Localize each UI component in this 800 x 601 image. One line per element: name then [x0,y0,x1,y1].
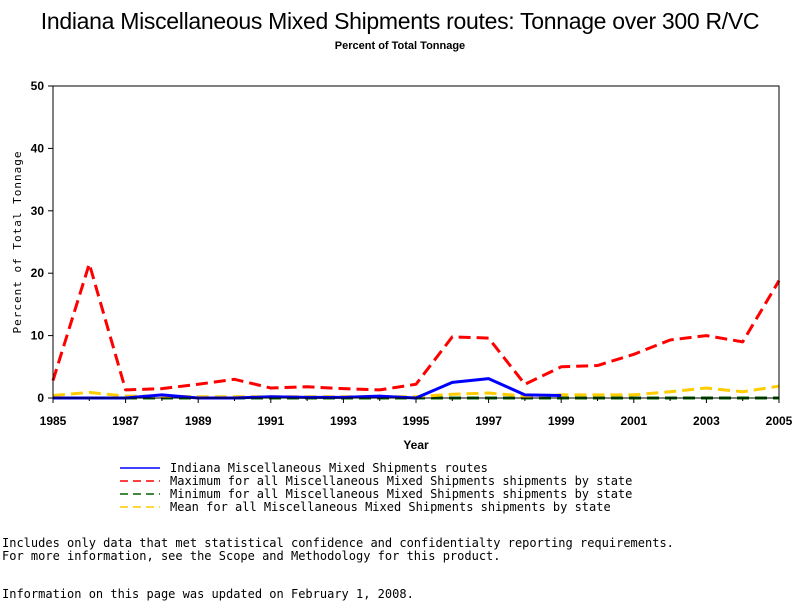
legend: Indiana Miscellaneous Mixed Shipments ro… [120,461,632,514]
footnote-methodology: For more information, see the Scope and … [2,549,501,563]
x-tick-label: 2005 [766,414,793,428]
line-chart: 1985 1987 1989 1991 1993 1995 1997 1999 2001 2003… [11,79,793,514]
x-tick-label: 1987 [112,414,139,428]
y-tick-label: 20 [31,266,45,280]
x-tick-label: 1997 [475,414,502,428]
footnote-confidence: Includes only data that met statistical … [2,536,674,550]
y-axis-label: Percent of Total Tonnage [11,151,24,334]
plot-frame [52,85,780,399]
y-tick-label: 10 [31,329,45,343]
x-tick-label: 1993 [330,414,357,428]
y-tick-label: 30 [31,204,45,218]
x-tick-label: 2001 [620,414,647,428]
series-line-maximum [51,262,781,392]
series-line-indiana [53,377,562,400]
legend-label: Indiana Miscellaneous Mixed Shipments ro… [170,461,488,475]
legend-label: Minimum for all Miscellaneous Mixed Ship… [170,487,632,501]
chart-subtitle: Percent of Total Tonnage [334,40,466,52]
y-tick-label: 50 [31,79,45,93]
chart-title: Indiana Miscellaneous Mixed Shipments ro… [40,8,760,34]
footnote-updated: Information on this page was updated on … [2,587,414,601]
x-tick-label: 1995 [403,414,430,428]
legend-label: Mean for all Miscellaneous Mixed Shipmen… [170,500,611,514]
x-tick-label: 1985 [40,414,67,428]
x-axis-label: Year [403,438,429,452]
x-tick-label: 1999 [548,414,575,428]
x-tick-label: 1989 [185,414,212,428]
y-tick-label: 40 [31,141,45,155]
legend-label: Maximum for all Miscellaneous Mixed Ship… [170,474,632,488]
x-tick-label: 1991 [257,414,284,428]
x-tick-label: 2003 [693,414,720,428]
y-tick-label: 0 [37,391,44,405]
